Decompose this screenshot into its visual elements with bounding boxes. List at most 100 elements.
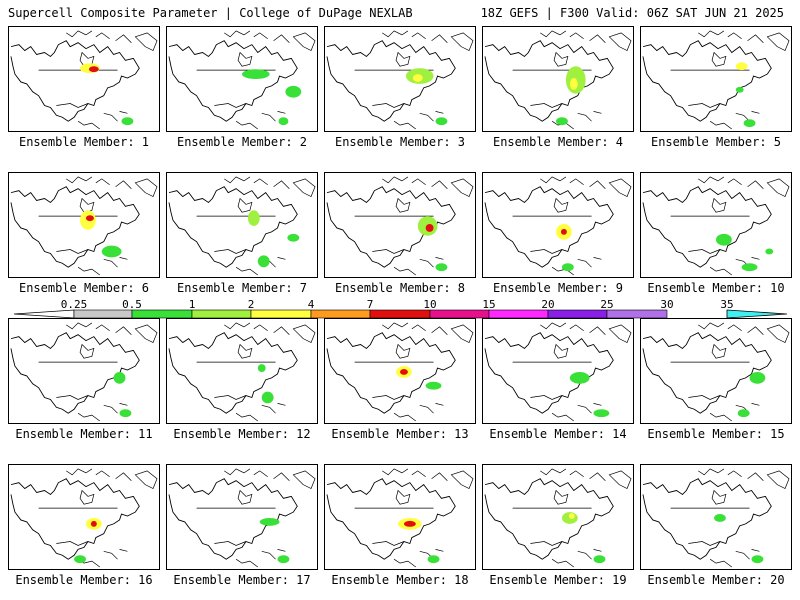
basemap-svg	[326, 176, 474, 276]
scp-contour	[257, 255, 270, 268]
scp-contour	[257, 364, 266, 372]
scp-contour	[425, 224, 434, 232]
scp-contour	[714, 514, 726, 522]
scp-contour	[593, 409, 610, 418]
member-label: Ensemble Member: 16	[15, 573, 153, 587]
basemap-svg	[642, 322, 790, 422]
scp-contour	[85, 215, 94, 222]
scp-contour	[121, 117, 134, 126]
colorbar-tick-label: 0.25	[60, 298, 88, 311]
colorbar-tick-label: 15	[482, 298, 496, 311]
colorbar-tick-label: 0.5	[122, 298, 142, 311]
scp-contour	[560, 228, 567, 235]
colorbar-segment	[429, 309, 490, 319]
member-label: Ensemble Member: 14	[489, 427, 627, 441]
scp-contour	[751, 555, 764, 564]
scp-contour	[119, 409, 132, 418]
scp-contour	[741, 263, 758, 272]
scp-contour	[285, 85, 302, 98]
member-map-panel	[166, 464, 318, 570]
basemap-svg	[642, 30, 790, 130]
scp-contour	[735, 86, 744, 93]
member-map-panel	[324, 464, 476, 570]
member-map-panel	[166, 318, 318, 424]
member-label: Ensemble Member: 5	[650, 135, 782, 149]
basemap-svg	[168, 30, 316, 130]
basemap-svg	[642, 176, 790, 276]
basemap-svg	[326, 322, 474, 422]
member-map-panel	[640, 464, 792, 570]
basemap-svg	[10, 322, 158, 422]
scp-contour	[90, 520, 97, 527]
basemap-svg	[168, 176, 316, 276]
scp-contour	[425, 381, 442, 390]
colorbar	[13, 309, 788, 319]
colorbar-segment	[73, 309, 133, 319]
colorbar-tick-label: 2	[247, 298, 255, 311]
member-label: Ensemble Member: 7	[176, 281, 308, 295]
colorbar-segment	[547, 309, 608, 319]
colorbar-right-arrow	[726, 309, 788, 319]
map-title: Supercell Composite Parameter | College …	[8, 6, 413, 20]
colorbar-tick-label: 20	[541, 298, 555, 311]
colorbar-tick-label: 7	[366, 298, 374, 311]
basemap-svg	[326, 30, 474, 130]
member-map-panel	[482, 26, 634, 132]
colorbar-tick-label: 10	[423, 298, 437, 311]
member-label: Ensemble Member: 17	[173, 573, 311, 587]
member-label: Ensemble Member: 18	[331, 573, 469, 587]
member-label: Ensemble Member: 19	[489, 573, 627, 587]
basemap-svg	[168, 468, 316, 568]
scp-contour	[261, 391, 274, 404]
member-map-panel	[166, 26, 318, 132]
colorbar-segment	[369, 309, 431, 319]
colorbar-tick-label: 1	[188, 298, 196, 311]
scp-contour	[749, 371, 766, 384]
scp-contour	[242, 69, 270, 79]
basemap-svg	[484, 322, 632, 422]
basemap-svg	[168, 322, 316, 422]
member-map-panel	[324, 318, 476, 424]
member-label: Ensemble Member: 9	[492, 281, 624, 295]
member-label: Ensemble Member: 1	[18, 135, 150, 149]
colorbar-tick-label: 30	[660, 298, 674, 311]
scp-contour	[569, 78, 578, 90]
member-map-panel	[8, 318, 160, 424]
scp-contour	[113, 371, 126, 384]
member-label: Ensemble Member: 20	[647, 573, 785, 587]
scp-contour	[435, 117, 448, 126]
scp-contour	[400, 369, 408, 375]
scp-contour	[101, 245, 122, 258]
scp-contour	[568, 513, 575, 519]
basemap-svg	[10, 468, 158, 568]
member-map-panel	[8, 26, 160, 132]
scp-contour	[737, 409, 750, 418]
scp-contour	[412, 74, 423, 82]
member-label: Ensemble Member: 15	[647, 427, 785, 441]
member-map-panel	[8, 172, 160, 278]
member-map-panel	[640, 172, 792, 278]
member-label: Ensemble Member: 10	[647, 281, 785, 295]
scp-contour	[278, 117, 289, 126]
run-info: 18Z GEFS | F300 Valid: 06Z SAT JUN 21 20…	[480, 6, 784, 20]
scp-contour	[259, 517, 280, 526]
member-map-panel	[8, 464, 160, 570]
scp-contour	[735, 62, 748, 71]
colorbar-left-arrow	[13, 309, 75, 319]
member-label: Ensemble Member: 2	[176, 135, 308, 149]
member-label: Ensemble Member: 8	[334, 281, 466, 295]
member-map-panel	[324, 172, 476, 278]
scp-contour	[765, 248, 774, 255]
basemap-svg	[10, 176, 158, 276]
scp-contour	[403, 520, 416, 527]
member-map-panel	[166, 172, 318, 278]
basemap-svg	[642, 468, 790, 568]
colorbar-segment	[191, 309, 252, 319]
member-label: Ensemble Member: 11	[15, 427, 153, 441]
colorbar-segment	[250, 309, 312, 319]
scp-contour	[74, 555, 86, 564]
colorbar-tick-label: 35	[720, 298, 734, 311]
basemap-svg	[484, 30, 632, 130]
scp-contour	[88, 66, 99, 73]
scp-contour	[561, 263, 574, 272]
